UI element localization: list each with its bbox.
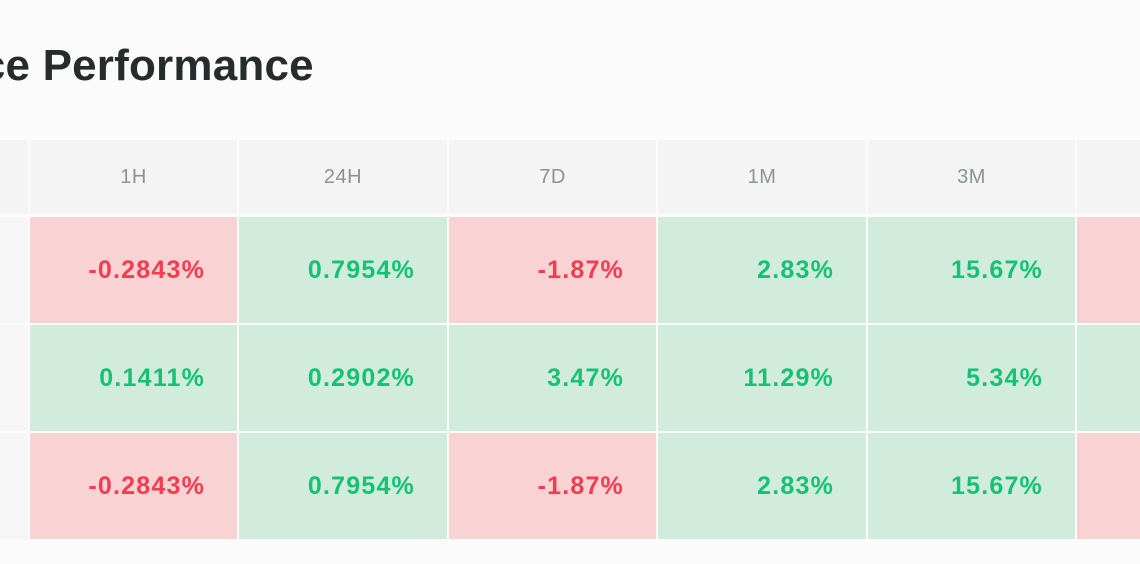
- performance-cell-cutoff: [1077, 325, 1140, 431]
- performance-cell-cutoff: [1077, 217, 1140, 323]
- performance-cell: -0.2843%: [30, 217, 237, 323]
- performance-table: 1H24H7D1M3M-0.2843%0.7954%-1.87%2.83%15.…: [0, 140, 1140, 540]
- column-header[interactable]: 3M: [868, 140, 1075, 214]
- performance-cell: -1.87%: [449, 217, 656, 323]
- performance-cell: 0.2902%: [239, 325, 447, 431]
- header-cell-stub: [0, 140, 28, 214]
- performance-cell: 5.34%: [868, 325, 1075, 431]
- row-stub-cell: [0, 325, 28, 431]
- performance-cell: 2.83%: [658, 433, 866, 539]
- performance-cell: 0.7954%: [239, 433, 447, 539]
- column-header[interactable]: 24H: [239, 140, 447, 214]
- performance-cell: 0.1411%: [30, 325, 237, 431]
- column-header[interactable]: 1H: [30, 140, 237, 214]
- performance-cell: 0.7954%: [239, 217, 447, 323]
- performance-cell: 2.83%: [658, 217, 866, 323]
- performance-cell: 3.47%: [449, 325, 656, 431]
- performance-cell: -1.87%: [449, 433, 656, 539]
- performance-cell-cutoff: [1077, 433, 1140, 539]
- performance-cell: -0.2843%: [30, 433, 237, 539]
- row-stub-cell: [0, 217, 28, 323]
- page-title: al Price Performance: [0, 36, 314, 96]
- column-header[interactable]: 7D: [449, 140, 656, 214]
- performance-cell: 11.29%: [658, 325, 866, 431]
- column-header[interactable]: 1M: [658, 140, 866, 214]
- column-header-cutoff: [1077, 140, 1140, 214]
- row-stub-cell: [0, 433, 28, 539]
- page-title-container: al Price Performance: [0, 36, 600, 96]
- performance-cell: 15.67%: [868, 433, 1075, 539]
- performance-cell: 15.67%: [868, 217, 1075, 323]
